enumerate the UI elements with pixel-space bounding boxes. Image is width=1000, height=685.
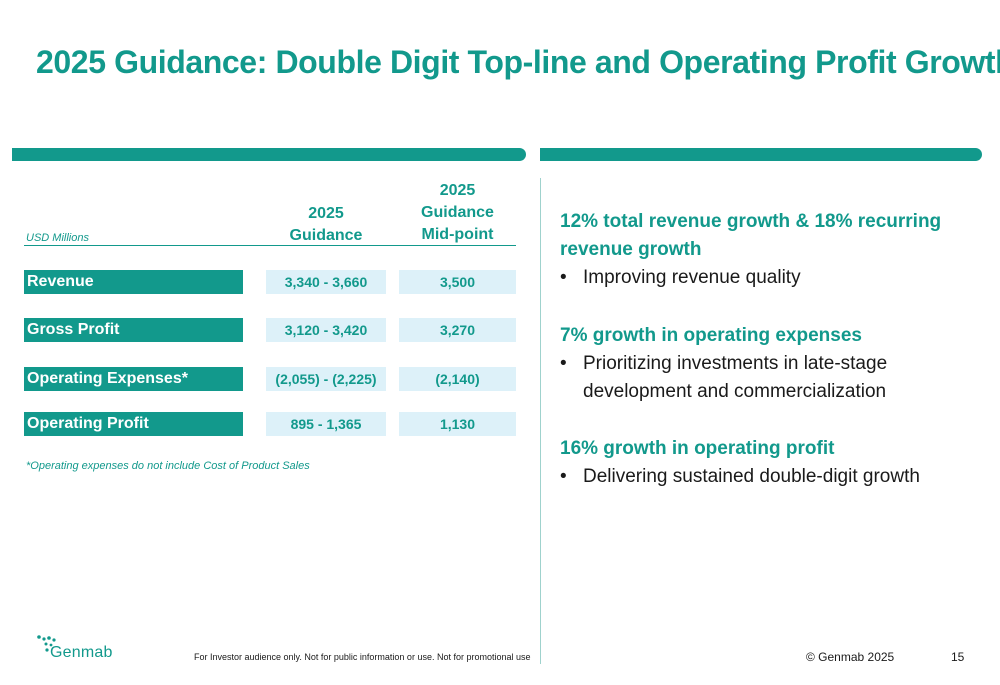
table-footnote: *Operating expenses do not include Cost … [26, 460, 310, 472]
col-header-midpoint-line1: 2025 [439, 182, 476, 199]
highlight-opex: 7% growth in operating expenses • Priori… [560, 322, 980, 406]
highlight-bullet: • Delivering sustained double-digit grow… [560, 463, 980, 491]
footer-disclaimer: For Investor audience only. Not for publ… [194, 652, 531, 662]
cell-operating-expenses-guidance: (2,055) - (2,225) [266, 367, 386, 391]
bullet-dot: • [560, 353, 567, 374]
bullet-dot: • [560, 267, 567, 288]
col-header-midpoint-line3: Mid-point [421, 226, 494, 243]
highlight-bullet: • Improving revenue quality [560, 264, 980, 292]
row-label-operating-expenses: Operating Expenses* [24, 367, 243, 391]
bullet-dot: • [560, 466, 567, 487]
cell-operating-profit-midpoint: 1,130 [399, 412, 516, 436]
row-label-operating-profit: Operating Profit [24, 412, 243, 436]
cell-gross-profit-guidance: 3,120 - 3,420 [266, 318, 386, 342]
page-number: 15 [951, 650, 965, 664]
right-accent-bar [540, 148, 982, 161]
highlight-heading: 7% growth in operating expenses [560, 322, 980, 350]
col-header-guidance: 2025 Guidance [266, 203, 386, 247]
cell-operating-expenses-midpoint: (2,140) [399, 367, 516, 391]
col-header-guidance-line1: 2025 [308, 205, 344, 222]
units-label: USD Millions [26, 232, 89, 244]
bullet-text: development and commercialization [583, 381, 887, 402]
highlight-heading: 16% growth in operating profit [560, 435, 980, 463]
col-header-midpoint-line2: Guidance [421, 204, 494, 221]
bullet-text: Prioritizing investments in late-stage [583, 353, 888, 374]
logo-text: Genmab [50, 644, 113, 661]
highlight-heading-line: revenue growth [560, 239, 702, 260]
highlight-operating-profit: 16% growth in operating profit • Deliver… [560, 435, 980, 491]
vertical-divider [540, 178, 541, 664]
genmab-logo: Genmab [36, 634, 126, 662]
bullet-text: Delivering sustained double-digit growth [583, 466, 920, 487]
left-accent-bar [12, 148, 526, 161]
highlight-heading-line: 16% growth in operating profit [560, 438, 835, 459]
highlight-heading-line: 12% total revenue growth & 18% recurring [560, 211, 942, 232]
cell-revenue-guidance: 3,340 - 3,660 [266, 270, 386, 294]
col-header-guidance-line2: Guidance [289, 227, 363, 244]
highlight-heading: 12% total revenue growth & 18% recurring… [560, 208, 980, 264]
highlight-heading-line: 7% growth in operating expenses [560, 325, 862, 346]
cell-revenue-midpoint: 3,500 [399, 270, 516, 294]
genmab-logo-mark-icon [37, 635, 56, 652]
row-label-gross-profit: Gross Profit [24, 318, 243, 342]
row-label-revenue: Revenue [24, 270, 243, 294]
bullet-text: Improving revenue quality [583, 267, 801, 288]
footer-copyright: © Genmab 2025 [806, 650, 895, 664]
slide-title: 2025 Guidance: Double Digit Top-line and… [36, 44, 1000, 80]
cell-gross-profit-midpoint: 3,270 [399, 318, 516, 342]
highlight-revenue: 12% total revenue growth & 18% recurring… [560, 208, 980, 292]
cell-operating-profit-guidance: 895 - 1,365 [266, 412, 386, 436]
header-rule [24, 245, 516, 246]
col-header-midpoint: 2025 Guidance Mid-point [399, 180, 516, 246]
highlight-bullet: • Prioritizing investments in late-stage… [560, 350, 980, 406]
